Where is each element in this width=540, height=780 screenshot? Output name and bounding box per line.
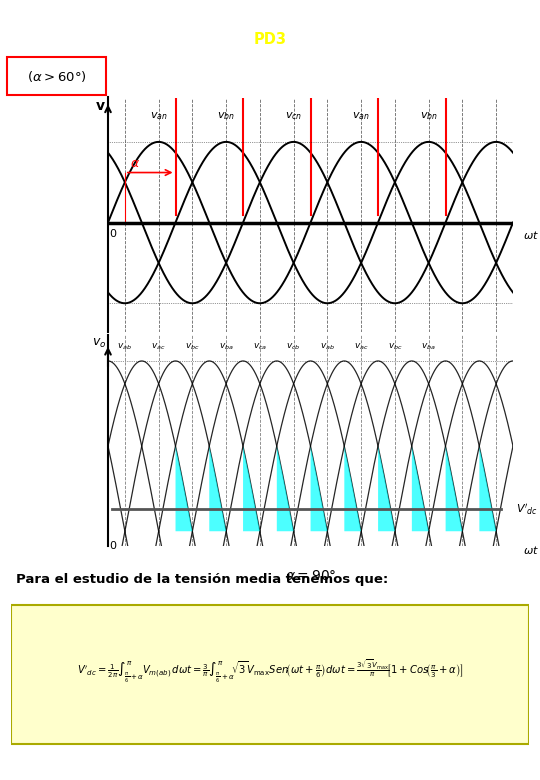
Text: $v_{bc}$: $v_{bc}$ [185, 342, 200, 353]
Text: PD3: PD3 [253, 32, 287, 47]
Text: $v_o$: $v_o$ [92, 338, 106, 350]
Text: $v_{ac}$: $v_{ac}$ [354, 342, 368, 353]
Text: $V'_{dc} = \frac{1}{2\pi} \int_{\frac{\pi}{6}+\alpha}^{\pi} V_{m(ab)}\,d\omega t: $V'_{dc} = \frac{1}{2\pi} \int_{\frac{\p… [77, 658, 463, 686]
Text: $(\alpha > 60°)$: $(\alpha > 60°)$ [27, 69, 86, 83]
FancyBboxPatch shape [11, 605, 529, 744]
Text: $v_{ba}$: $v_{ba}$ [421, 342, 436, 353]
Text: $v_{bn}$: $v_{bn}$ [217, 110, 235, 122]
Text: $v_{cb}$: $v_{cb}$ [286, 342, 301, 353]
Text: $\alpha=90°$: $\alpha=90°$ [285, 569, 336, 583]
Text: $v_{ac}$: $v_{ac}$ [151, 342, 166, 353]
Text: $v_{ab}$: $v_{ab}$ [320, 342, 335, 353]
Text: $v_{cn}$: $v_{cn}$ [285, 110, 302, 122]
Text: $\omega t$: $\omega t$ [523, 229, 539, 241]
Text: $\alpha$: $\alpha$ [130, 157, 140, 170]
Text: $v_{ca}$: $v_{ca}$ [253, 342, 267, 353]
Text: v: v [96, 98, 104, 112]
Text: $v_{bn}$: $v_{bn}$ [420, 110, 437, 122]
Text: 0: 0 [110, 229, 117, 239]
Text: $\omega t$: $\omega t$ [523, 544, 539, 556]
Text: $v_{ab}$: $v_{ab}$ [117, 342, 132, 353]
Text: $v_{an}$: $v_{an}$ [352, 110, 370, 122]
Text: $V'_{dc}$: $V'_{dc}$ [516, 502, 538, 517]
Text: $v_{bc}$: $v_{bc}$ [388, 342, 402, 353]
Text: $v_{ba}$: $v_{ba}$ [219, 342, 233, 353]
Text: 0: 0 [110, 541, 117, 551]
Text: Para el estudio de la tensión media tenemos que:: Para el estudio de la tensión media tene… [16, 573, 388, 587]
FancyBboxPatch shape [8, 57, 106, 95]
Text: $v_{an}$: $v_{an}$ [150, 110, 167, 122]
Text: Rectificadores Controlados trifásicos de onda completa o: Rectificadores Controlados trifásicos de… [33, 5, 507, 21]
